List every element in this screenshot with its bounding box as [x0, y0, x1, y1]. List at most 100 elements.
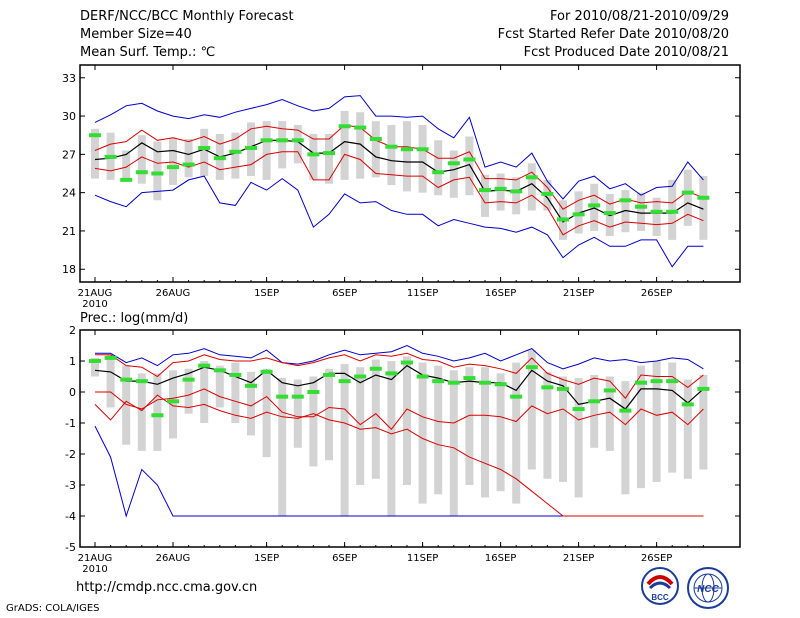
prec-median-mark: [104, 355, 117, 360]
prec-box: [262, 368, 271, 458]
temp-box: [637, 192, 645, 231]
prec-title: Prec.: log(mm/d): [80, 311, 188, 326]
prec-minus-sd-line: [95, 388, 704, 430]
prec-median-mark: [463, 376, 476, 381]
prec-median-mark: [307, 390, 320, 394]
prec-median-mark: [416, 374, 429, 379]
prec-median-mark: [167, 399, 179, 404]
temp-median-mark: [104, 154, 117, 159]
temp-box: [309, 133, 318, 180]
prec-box: [293, 379, 302, 448]
temp-median-mark: [463, 157, 476, 162]
prec-box: [309, 376, 318, 467]
temp-median-mark: [151, 171, 164, 176]
prec-median-mark: [479, 380, 491, 385]
temp-box: [293, 124, 302, 164]
temp-median-mark: [167, 165, 179, 170]
temp-median-mark: [182, 162, 195, 167]
prec-median-mark: [213, 368, 226, 373]
ncc-logo: NCC: [687, 567, 729, 609]
temp-box: [481, 174, 489, 217]
prec-box: [418, 362, 427, 504]
temp-box: [200, 128, 209, 177]
prec-median-mark: [276, 394, 289, 399]
temp-median-mark: [120, 177, 133, 182]
temp-plus-sd-line: [94, 124, 704, 210]
temp-median-mark: [416, 147, 429, 152]
temp-median-mark: [525, 175, 538, 180]
prec-box: [434, 365, 443, 495]
prec-box: [668, 362, 677, 473]
temp-box: [356, 112, 365, 179]
prec-y-tick-label: 1: [69, 355, 76, 368]
temp-median-mark: [307, 152, 320, 157]
prec-median-mark: [447, 380, 460, 385]
prec-y-tick-label: -1: [65, 417, 76, 430]
prec-median-mark: [494, 382, 507, 387]
prec-lower-line: [94, 394, 704, 517]
temp-median-mark: [323, 151, 335, 156]
temp-median-mark: [681, 190, 694, 195]
prec-median-mark: [245, 383, 257, 388]
temp-minus-sd-line: [94, 151, 704, 236]
temp-median-mark: [635, 204, 647, 209]
prec-median-mark: [557, 386, 569, 391]
prec-median-mark: [541, 385, 554, 390]
temp-box: [449, 150, 458, 198]
temp-median-mark: [650, 209, 663, 214]
temp-median-mark: [432, 170, 445, 175]
prec-median-mark: [650, 379, 663, 384]
prec-median-mark: [697, 386, 710, 391]
prec-box: [527, 350, 536, 470]
prec-x-tick-year: 2010: [82, 564, 107, 575]
prec-median-mark: [120, 377, 133, 382]
temp-box: [169, 137, 177, 185]
temp-min-line: [94, 175, 704, 268]
prec-box: [574, 378, 583, 498]
temp-y-tick-label: 24: [62, 187, 76, 200]
prec-box: [325, 368, 333, 461]
prec-median-mark: [681, 402, 694, 407]
forecast-period: For 2010/08/21-2010/09/29: [550, 9, 729, 24]
temp-max-line: [94, 95, 704, 200]
temp-mean-line: [94, 139, 704, 223]
temp-y-tick-label: 33: [62, 72, 76, 85]
prec-box: [590, 374, 599, 448]
prec-box: [278, 378, 287, 516]
temp-median-mark: [135, 170, 148, 175]
prec-median-mark: [572, 407, 585, 412]
temp-median-mark: [385, 144, 398, 149]
bcc-logo: BCC: [641, 567, 679, 605]
temp-median-mark: [369, 137, 382, 142]
temp-box: [153, 141, 162, 201]
temp-median-mark: [541, 191, 554, 196]
prec-box: [231, 362, 240, 423]
temp-median-mark: [619, 198, 632, 203]
prec-box: [356, 367, 365, 485]
temp-box: [231, 132, 240, 179]
temp-box: [340, 110, 349, 180]
prec-frame: [79, 329, 741, 548]
prec-box: [184, 368, 193, 414]
temp-box: [122, 150, 131, 182]
temp-x-tick-label: 26SEP: [641, 288, 672, 299]
grads-credit: GrADS: COLA/IGES: [6, 603, 100, 614]
prec-box: [403, 356, 411, 485]
prec-median-mark: [89, 359, 101, 363]
prec-median-mark: [198, 363, 211, 368]
temp-median-mark: [447, 161, 460, 166]
temp-median-mark: [354, 125, 367, 130]
temp-x-tick-label: 1SEP: [254, 288, 279, 299]
prec-median-mark: [369, 366, 382, 371]
temp-box: [262, 121, 271, 180]
temp-box: [91, 128, 99, 179]
prec-box: [543, 371, 552, 479]
temp-y-tick-label: 21: [62, 225, 76, 238]
prec-box: [91, 357, 99, 377]
source-url[interactable]: http://cmdp.ncc.cma.gov.cn: [76, 580, 258, 595]
prec-median-mark: [135, 379, 148, 384]
temp-box: [184, 139, 193, 178]
prec-x-tick-label: 11SEP: [407, 553, 438, 564]
